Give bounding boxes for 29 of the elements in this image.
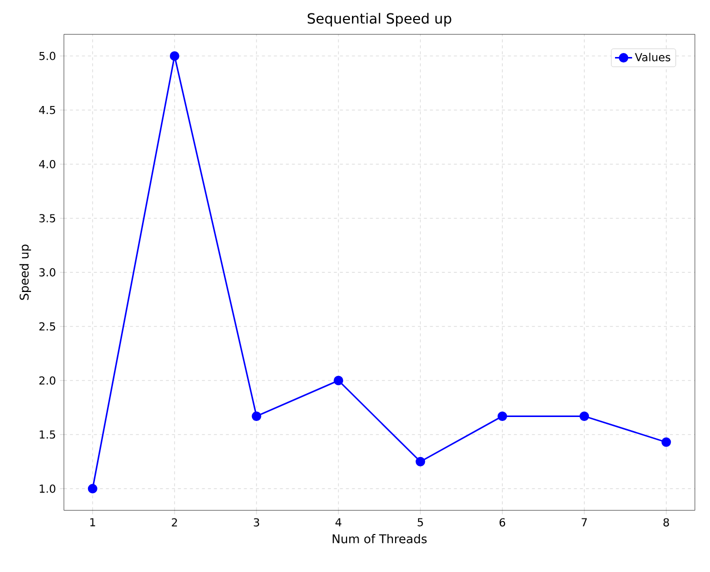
y-tick-label: 4.0 <box>39 160 56 168</box>
y-tick-label: 2.0 <box>39 376 56 385</box>
point <box>252 411 262 421</box>
y-tick-label: 1.5 <box>40 430 56 439</box>
legend-label: Values <box>634 52 670 62</box>
y-tick-label: 4.5 <box>39 106 56 114</box>
x-tick-label: 2 <box>172 518 177 526</box>
y-axis-title: Speed up <box>19 244 32 300</box>
x-tick-label: 5 <box>418 518 423 526</box>
y-tick-label: 1.0 <box>40 484 56 493</box>
y-tick-label: 3.5 <box>39 214 56 222</box>
y-tick-label: 2.5 <box>39 322 56 331</box>
x-tick-label: 7 <box>582 518 587 526</box>
x-tick-label: 6 <box>500 518 506 527</box>
point <box>416 456 426 466</box>
x-tick-label: 1 <box>90 518 96 526</box>
point <box>334 376 344 386</box>
x-tick-label: 3 <box>254 518 260 527</box>
x-axis-title: Num of Threads <box>332 534 427 544</box>
point <box>170 51 180 61</box>
point <box>580 411 590 421</box>
point <box>498 411 508 421</box>
x-tick-label: 4 <box>335 518 342 526</box>
y-tick-label: 5.0 <box>39 52 56 60</box>
x-tick-label: 8 <box>663 518 669 527</box>
point <box>661 437 671 447</box>
chart-title: Sequential Speed up <box>308 12 452 26</box>
point <box>88 484 98 494</box>
y-tick-label: 3.0 <box>39 268 56 276</box>
